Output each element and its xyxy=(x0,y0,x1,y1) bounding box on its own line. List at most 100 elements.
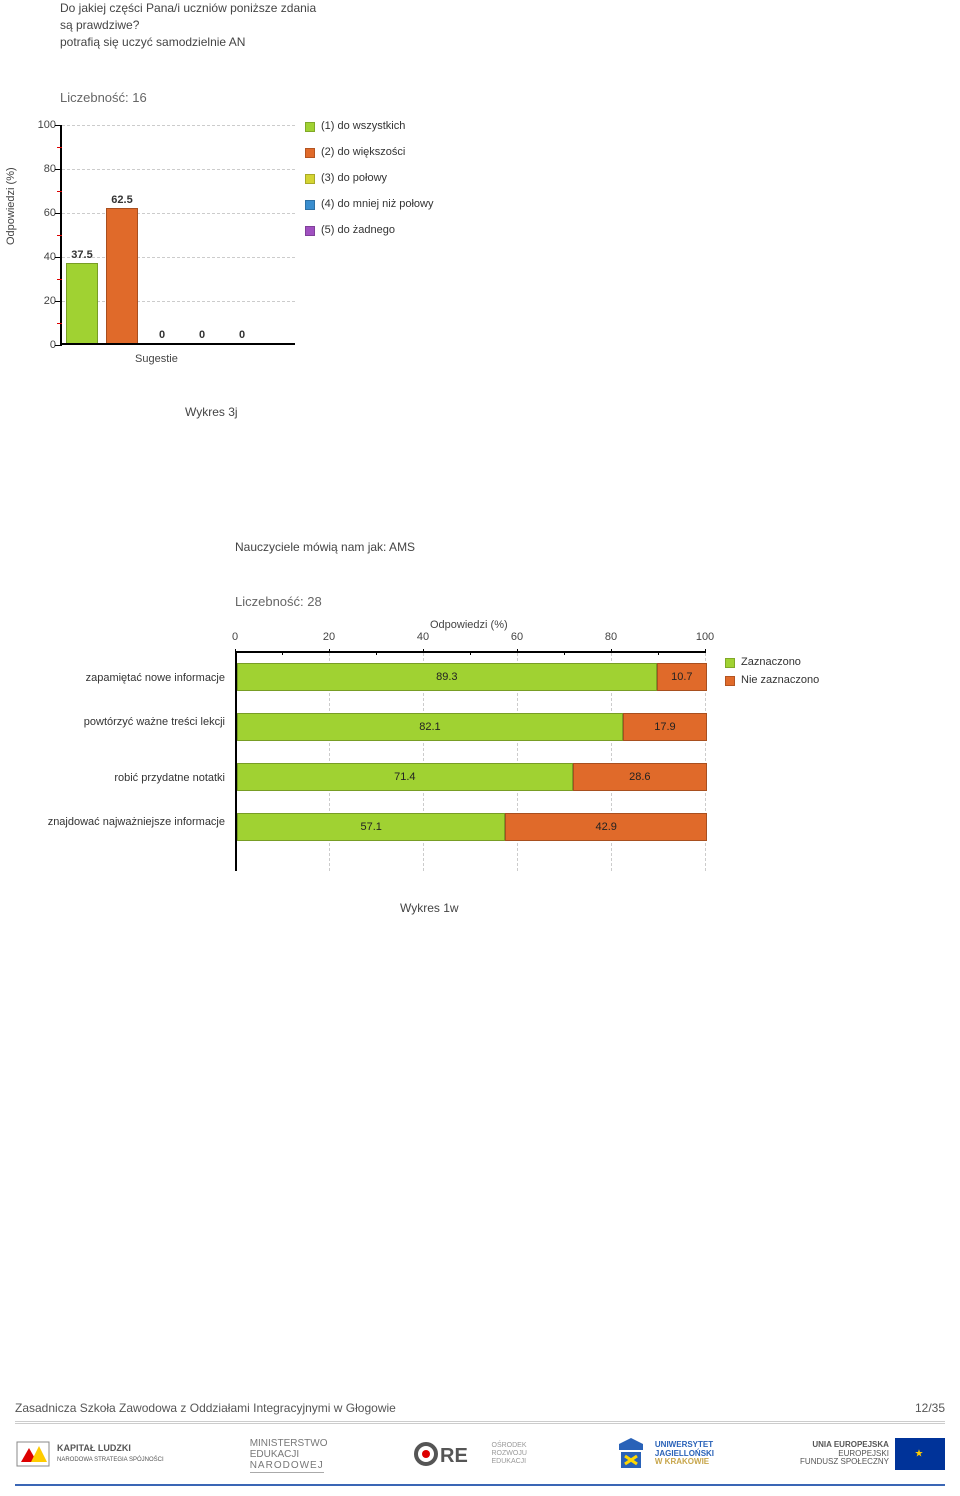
chart2-row-label: powtórzyć ważne treści lekcji xyxy=(40,715,225,729)
chart1-title-line2: są prawdziwe? xyxy=(60,18,139,32)
chart1-legend-item: (4) do mniej niż połowy xyxy=(305,198,505,210)
footer-logos: KAPITAŁ LUDZKI NARODOWA STRATEGIA SPÓJNO… xyxy=(15,1432,945,1478)
footer-page: 12/35 xyxy=(915,1401,945,1415)
chart1-title: Do jakiej części Pana/i uczniów poniższe… xyxy=(60,0,515,50)
chart1-grid xyxy=(62,125,295,126)
logo-kapital-ludzki: KAPITAŁ LUDZKI NARODOWA STRATEGIA SPÓJNO… xyxy=(15,1436,164,1472)
uj-icon xyxy=(613,1436,649,1472)
chart2-legend-item: Nie zaznaczono xyxy=(725,674,819,686)
chart2-legend: Zaznaczono Nie zaznaczono xyxy=(725,656,819,692)
chart1-ytick xyxy=(55,345,62,346)
logo-men-2: EDUKACJI xyxy=(250,1449,299,1460)
chart2-bar-no: 42.9 xyxy=(505,813,707,841)
chart2-legend-item: Zaznaczono xyxy=(725,656,819,668)
chart2-bar-value: 82.1 xyxy=(419,721,440,733)
chart2-xtick-label: 20 xyxy=(323,631,335,643)
page-footer: Zasadnicza Szkoła Zawodowa z Oddziałami … xyxy=(0,1395,960,1496)
chart2-bar-value: 42.9 xyxy=(595,821,616,833)
chart-3j: Do jakiej części Pana/i uczniów poniższe… xyxy=(15,0,515,419)
chart1-legend-item: (5) do żadnego xyxy=(305,224,505,236)
chart1-ytick-label: 20 xyxy=(30,295,56,307)
swatch-icon xyxy=(305,200,315,210)
chart1-ytick xyxy=(55,213,62,214)
logo-men: MINISTERSTWO EDUKACJI NARODOWEJ xyxy=(250,1438,328,1471)
swatch-icon xyxy=(305,148,315,158)
swatch-icon xyxy=(305,226,315,236)
logo-kl-title: KAPITAŁ LUDZKI xyxy=(57,1443,131,1453)
footer-rule xyxy=(15,1421,945,1424)
chart1-ytick-label: 0 xyxy=(30,339,56,351)
chart2-xtick-label: 60 xyxy=(511,631,523,643)
footer-school: Zasadnicza Szkoła Zawodowa z Oddziałami … xyxy=(15,1401,396,1415)
chart2-bar-value: 57.1 xyxy=(360,821,381,833)
kl-icon xyxy=(15,1436,51,1472)
chart1-bar-label: 0 xyxy=(224,329,260,341)
logo-uj-2: JAGIELLOŃSKI xyxy=(655,1449,714,1458)
chart1-bar-label: 37.5 xyxy=(64,249,100,261)
chart2-xtick-minor xyxy=(282,651,283,655)
chart1-bar-1 xyxy=(66,263,98,346)
chart2-xtick-label: 0 xyxy=(232,631,238,643)
chart2-legend-label: Zaznaczono xyxy=(741,656,801,668)
svg-text:RE: RE xyxy=(440,1445,468,1467)
logo-men-3: NARODOWEJ xyxy=(250,1460,324,1473)
chart2-bar-value: 28.6 xyxy=(629,771,650,783)
chart1-grid xyxy=(62,169,295,170)
chart1-legend-label: (2) do większości xyxy=(321,146,405,158)
logo-uj-1: UNIWERSYTET xyxy=(655,1440,713,1449)
chart2-xtick-minor xyxy=(470,651,471,655)
chart1-ytick xyxy=(55,125,62,126)
chart1-bar-label: 0 xyxy=(144,329,180,341)
chart1-legend-label: (5) do żadnego xyxy=(321,224,395,236)
chart1-y-axis-label: Odpowiedzi (%) xyxy=(5,168,17,246)
logo-eu-2: EUROPEJSKI xyxy=(838,1449,889,1458)
chart1-ytick xyxy=(55,301,62,302)
chart1-ytick xyxy=(55,169,62,170)
chart1-ytick xyxy=(55,257,62,258)
chart2-bar-no: 28.6 xyxy=(573,763,707,791)
chart2-title: Nauczyciele mówią nam jak: AMS xyxy=(235,540,920,554)
chart1-bar-2 xyxy=(106,208,138,346)
chart2-caption: Wykres 1w xyxy=(400,901,920,915)
chart1-title-line3: potrafią się uczyć samodzielnie AN xyxy=(60,35,245,49)
chart1-legend: (1) do wszystkich (2) do większości (3) … xyxy=(305,120,505,250)
chart1-ytick-label: 100 xyxy=(30,119,56,131)
chart2-count: Liczebność: 28 xyxy=(235,594,920,609)
chart1-ytick-label: 80 xyxy=(30,163,56,175)
logo-men-1: MINISTERSTWO xyxy=(250,1438,328,1449)
logo-uj-3: W KRAKOWIE xyxy=(655,1457,709,1466)
swatch-icon xyxy=(725,658,735,668)
swatch-icon xyxy=(305,174,315,184)
swatch-icon xyxy=(725,676,735,686)
chart2-xtick-label: 80 xyxy=(605,631,617,643)
chart1-legend-item: (2) do większości xyxy=(305,146,505,158)
chart2-bar-yes: 82.1 xyxy=(237,713,623,741)
ore-icon: RE xyxy=(414,1436,486,1472)
chart2-bar-value: 10.7 xyxy=(671,671,692,683)
chart2-axis-label: Odpowiedzi (%) xyxy=(430,619,920,631)
chart1-legend-label: (4) do mniej niż połowy xyxy=(321,198,434,210)
chart1-x-label: Sugestie xyxy=(135,353,178,365)
chart1-ytick-label: 40 xyxy=(30,251,56,263)
chart2-xtick-label: 40 xyxy=(417,631,429,643)
swatch-icon xyxy=(305,122,315,132)
chart1-grid xyxy=(62,213,295,214)
chart1-legend-item: (3) do połowy xyxy=(305,172,505,184)
chart2-bar-no: 17.9 xyxy=(623,713,707,741)
chart-1w: Nauczyciele mówią nam jak: AMS Liczebnoś… xyxy=(40,540,920,915)
chart2-row-label: robić przydatne notatki xyxy=(40,771,225,785)
chart1-plot: 37.5 62.5 0 0 0 xyxy=(62,125,295,345)
logo-ore: RE OŚRODEK ROZWOJU EDUKACJI xyxy=(414,1436,527,1472)
logo-ore-3: EDUKACJI xyxy=(492,1458,527,1465)
footer-rule-bottom xyxy=(15,1484,945,1486)
footer-text: Zasadnicza Szkoła Zawodowa z Oddziałami … xyxy=(15,1401,945,1421)
chart2-bar-value: 89.3 xyxy=(436,671,457,683)
chart2-xtick-minor xyxy=(376,651,377,655)
chart2-bar-yes: 57.1 xyxy=(237,813,505,841)
chart2-row-label: zapamiętać nowe informacje xyxy=(40,671,225,685)
chart1-caption: Wykres 3j xyxy=(185,405,515,419)
chart1-body: Odpowiedzi (%) 0 20 40 60 80 100 xyxy=(15,115,515,375)
chart2-bar-no: 10.7 xyxy=(657,663,707,691)
chart1-x-axis xyxy=(60,343,295,345)
logo-eu-3: FUNDUSZ SPOŁECZNY xyxy=(800,1457,889,1466)
